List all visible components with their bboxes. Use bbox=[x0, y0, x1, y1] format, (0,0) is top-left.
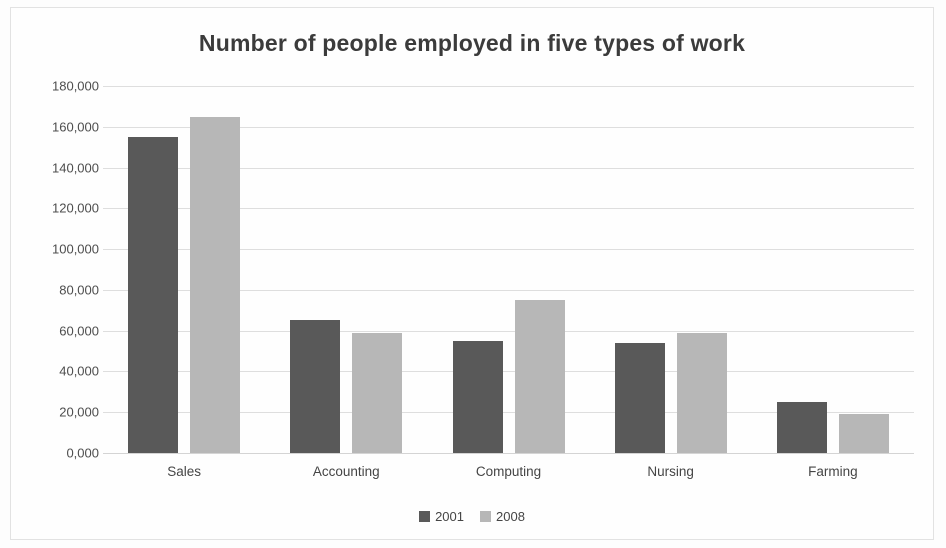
bar-computing-2001 bbox=[453, 341, 503, 453]
gridline-20000 bbox=[103, 412, 914, 413]
legend-label-2001: 2001 bbox=[435, 509, 464, 524]
bar-nursing-2008 bbox=[677, 333, 727, 453]
bar-computing-2008 bbox=[515, 300, 565, 453]
x-category-label-nursing: Nursing bbox=[647, 464, 694, 479]
y-tick-label-140000: 140,000 bbox=[52, 160, 99, 176]
gridline-160000 bbox=[103, 127, 914, 128]
bar-farming-2001 bbox=[777, 402, 827, 453]
legend-swatch-2008 bbox=[480, 511, 491, 522]
y-tick-label-40000: 40,000 bbox=[59, 363, 99, 379]
bar-sales-2008 bbox=[190, 117, 240, 453]
chart-frame: Number of people employed in five types … bbox=[10, 7, 934, 540]
y-tick-label-80000: 80,000 bbox=[59, 282, 99, 298]
y-tick-label-20000: 20,000 bbox=[59, 404, 99, 420]
legend-label-2008: 2008 bbox=[496, 509, 525, 524]
y-tick-label-60000: 60,000 bbox=[59, 323, 99, 339]
bar-sales-2001 bbox=[128, 137, 178, 453]
x-category-label-farming: Farming bbox=[808, 464, 858, 479]
legend-item-2001: 2001 bbox=[419, 509, 464, 524]
gridline-140000 bbox=[103, 168, 914, 169]
bar-accounting-2001 bbox=[290, 320, 340, 453]
chart-title: Number of people employed in five types … bbox=[198, 30, 746, 56]
bar-farming-2008 bbox=[839, 414, 889, 453]
legend-item-2008: 2008 bbox=[480, 509, 525, 524]
gridline-180000 bbox=[103, 86, 914, 87]
y-tick-label-0: 0,000 bbox=[66, 445, 99, 461]
gridline-120000 bbox=[103, 208, 914, 209]
legend-swatch-2001 bbox=[419, 511, 431, 522]
x-category-label-computing: Computing bbox=[475, 464, 542, 479]
bar-nursing-2001 bbox=[615, 343, 665, 453]
legend: 2001 2008 bbox=[11, 509, 933, 524]
x-category-label-sales: Sales bbox=[167, 464, 201, 479]
gridline-60000 bbox=[103, 331, 914, 332]
gridline-40000 bbox=[103, 371, 914, 372]
y-tick-label-160000: 160,000 bbox=[52, 119, 99, 135]
y-tick-label-120000: 120,000 bbox=[52, 200, 99, 216]
x-category-label-accounting: Accounting bbox=[312, 464, 380, 479]
bar-accounting-2008 bbox=[352, 333, 402, 453]
gridline-100000 bbox=[103, 249, 914, 250]
gridline-0 bbox=[103, 453, 914, 454]
gridline-80000 bbox=[103, 290, 914, 291]
y-tick-label-100000: 100,000 bbox=[52, 241, 99, 257]
y-tick-label-180000: 180,000 bbox=[52, 78, 99, 94]
